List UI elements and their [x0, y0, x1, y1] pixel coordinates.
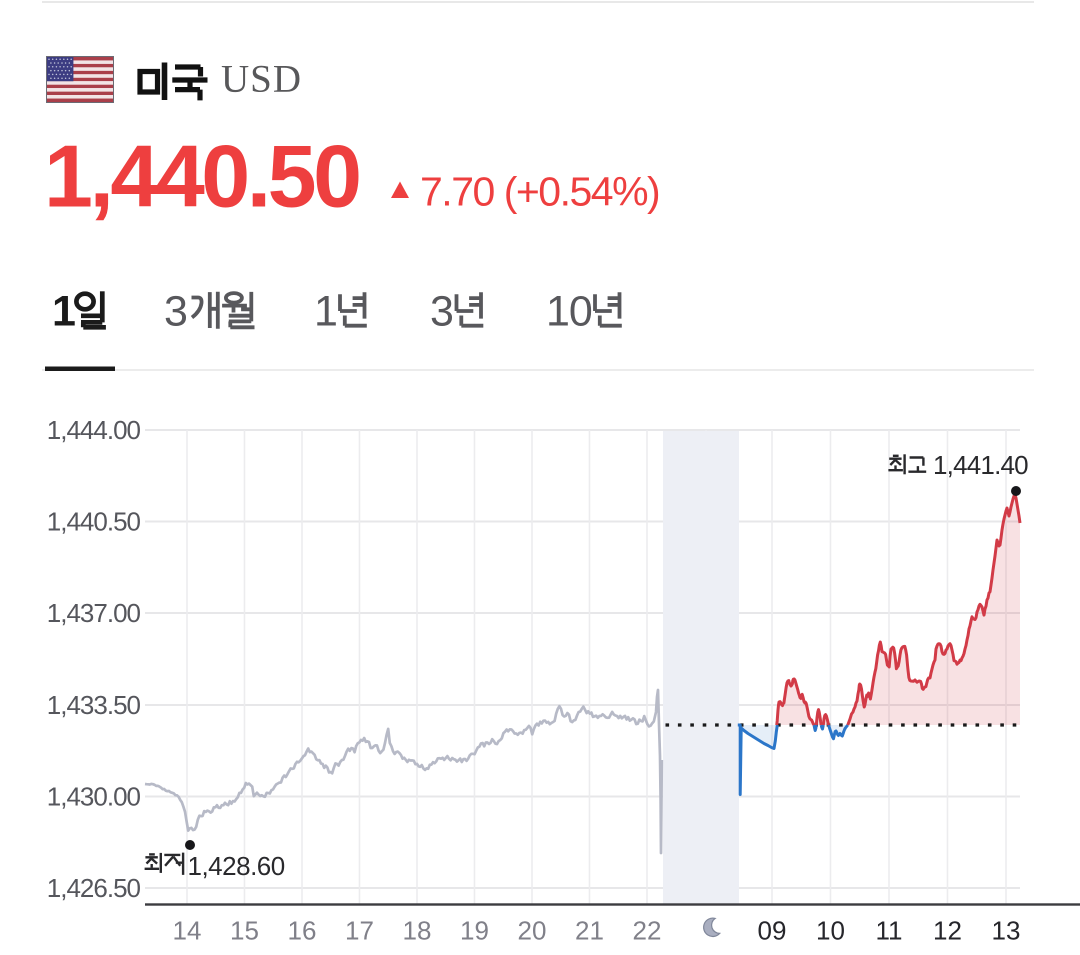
- svg-text:21: 21: [575, 916, 604, 946]
- svg-text:3: 3: [164, 288, 188, 336]
- svg-text:1,444.00: 1,444.00: [47, 415, 141, 445]
- svg-text:1,426.50: 1,426.50: [47, 873, 141, 903]
- svg-text:1,440.50: 1,440.50: [44, 127, 359, 226]
- svg-text:10: 10: [546, 288, 592, 336]
- svg-text:7.70 (+0.54%): 7.70 (+0.54%): [420, 169, 659, 215]
- svg-text:1: 1: [52, 288, 75, 336]
- svg-text:1,437.00: 1,437.00: [47, 598, 141, 628]
- svg-text:12: 12: [933, 916, 962, 946]
- svg-text:15: 15: [230, 916, 259, 946]
- svg-text:1,433.50: 1,433.50: [47, 690, 141, 720]
- svg-text:11: 11: [876, 916, 903, 946]
- svg-text:17: 17: [345, 916, 374, 946]
- svg-text:1,441.40: 1,441.40: [933, 450, 1028, 480]
- svg-text:1,440.50: 1,440.50: [47, 507, 141, 537]
- svg-text:16: 16: [288, 916, 317, 946]
- svg-text:3: 3: [430, 288, 454, 336]
- svg-text:18: 18: [403, 916, 432, 946]
- svg-text:1,428.60: 1,428.60: [188, 851, 285, 881]
- svg-text:1,430.00: 1,430.00: [47, 782, 141, 812]
- svg-text:09: 09: [758, 916, 787, 946]
- svg-text:20: 20: [518, 916, 547, 946]
- svg-text:14: 14: [173, 916, 202, 946]
- svg-text:22: 22: [633, 916, 662, 946]
- svg-text:1: 1: [314, 288, 338, 336]
- svg-text:19: 19: [460, 916, 489, 946]
- svg-text:10: 10: [816, 916, 845, 946]
- svg-text:13: 13: [992, 916, 1021, 946]
- svg-text:USD: USD: [221, 58, 302, 101]
